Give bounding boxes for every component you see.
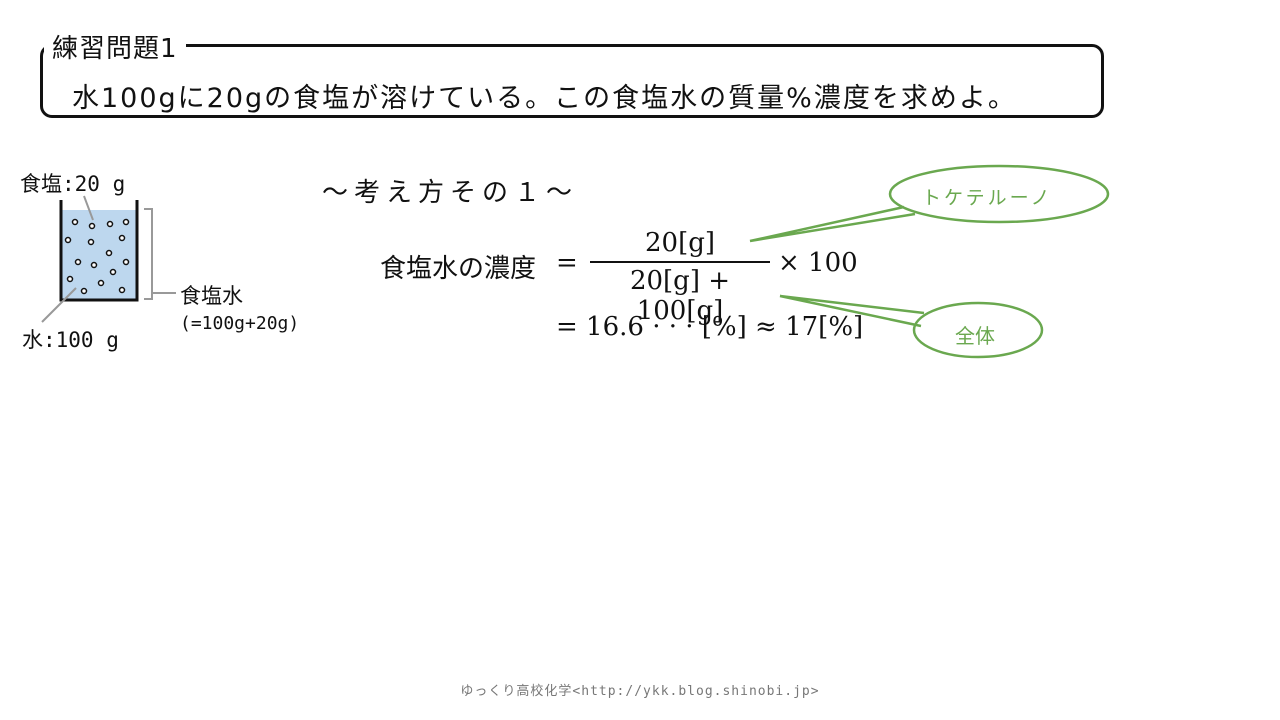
formula-numerator: 20[g] bbox=[644, 228, 715, 258]
salt-pointer bbox=[83, 195, 94, 221]
salt-label: 食塩:20 g bbox=[20, 172, 126, 196]
salt-particle bbox=[122, 258, 130, 266]
beaker-walls bbox=[59, 200, 139, 302]
problem-box bbox=[40, 44, 1104, 118]
salt-particle bbox=[87, 238, 95, 246]
salt-particle bbox=[90, 261, 98, 269]
salt-particle bbox=[74, 258, 82, 266]
fraction-bar bbox=[590, 261, 770, 263]
footer-credit: ゆっくり高校化学<http://ykk.blog.shinobi.jp> bbox=[460, 684, 820, 699]
water-pointer bbox=[41, 287, 77, 323]
callout-top-text: トケテルーノ bbox=[922, 187, 1053, 209]
salt-particle bbox=[106, 220, 114, 228]
solution-bracket bbox=[144, 208, 153, 300]
callout-bottom-shape bbox=[779, 294, 1044, 359]
formula-result: = 16.6 · · · [%] ≈ 17[%] bbox=[556, 312, 864, 342]
salt-particle bbox=[80, 287, 88, 295]
solution-label: 食塩水 bbox=[180, 284, 243, 308]
method-title: 〜考え方その１〜 bbox=[322, 178, 579, 208]
beaker-diagram bbox=[41, 195, 176, 323]
salt-particle bbox=[64, 236, 72, 244]
formula-denominator: 20[g] + 100[g] bbox=[629, 266, 731, 326]
salt-particle bbox=[66, 275, 74, 283]
salt-particles bbox=[64, 218, 130, 295]
salt-particle bbox=[88, 222, 96, 230]
formula-equals: = bbox=[556, 248, 578, 278]
salt-particle bbox=[105, 249, 113, 257]
formula-fraction: 20[g] 20[g] + 100[g] bbox=[590, 228, 770, 326]
salt-particle bbox=[118, 234, 126, 242]
callout-top-shape bbox=[749, 164, 1110, 243]
problem-text: 水100gに20gの食塩が溶けている。この食塩水の質量%濃度を求めよ。 bbox=[72, 83, 1017, 114]
formula-times: × 100 bbox=[778, 248, 858, 278]
salt-particle bbox=[118, 286, 126, 294]
problem-title: 練習問題1 bbox=[44, 28, 186, 65]
salt-particle bbox=[109, 268, 117, 276]
salt-particle bbox=[71, 218, 79, 226]
salt-particle bbox=[122, 218, 130, 226]
water-label: 水:100 g bbox=[22, 328, 119, 352]
callout-bottom-text: 全体 bbox=[955, 324, 995, 348]
formula-lhs: 食塩水の濃度 bbox=[380, 254, 537, 284]
salt-particle bbox=[97, 279, 105, 287]
solution-sub-label: (=100g+20g) bbox=[180, 313, 300, 334]
